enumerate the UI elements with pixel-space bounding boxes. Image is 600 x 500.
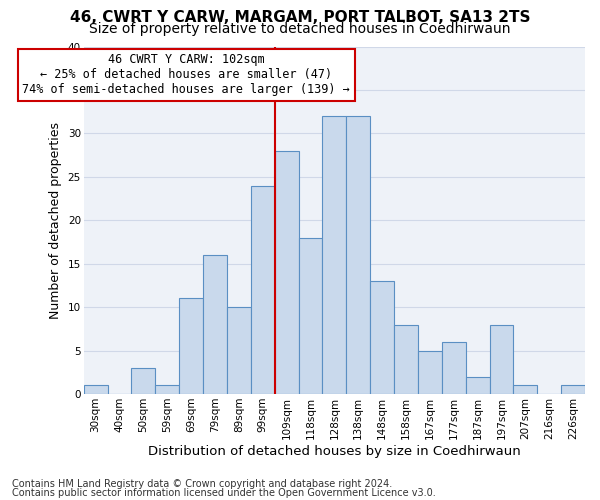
Y-axis label: Number of detached properties: Number of detached properties — [49, 122, 62, 319]
Bar — [131, 368, 155, 394]
Bar — [346, 116, 370, 394]
Text: 46 CWRT Y CARW: 102sqm
← 25% of detached houses are smaller (47)
74% of semi-det: 46 CWRT Y CARW: 102sqm ← 25% of detached… — [22, 54, 350, 96]
Text: Contains public sector information licensed under the Open Government Licence v3: Contains public sector information licen… — [12, 488, 436, 498]
Bar — [251, 186, 275, 394]
Bar — [322, 116, 346, 394]
Bar — [442, 342, 466, 394]
Bar — [561, 386, 585, 394]
Bar — [490, 324, 514, 394]
Bar — [514, 386, 537, 394]
Text: Size of property relative to detached houses in Coedhirwaun: Size of property relative to detached ho… — [89, 22, 511, 36]
Bar — [203, 255, 227, 394]
Bar — [179, 298, 203, 394]
Bar — [370, 281, 394, 394]
Text: Contains HM Land Registry data © Crown copyright and database right 2024.: Contains HM Land Registry data © Crown c… — [12, 479, 392, 489]
Text: 46, CWRT Y CARW, MARGAM, PORT TALBOT, SA13 2TS: 46, CWRT Y CARW, MARGAM, PORT TALBOT, SA… — [70, 10, 530, 25]
Bar — [394, 324, 418, 394]
Bar — [466, 376, 490, 394]
Bar — [275, 151, 299, 394]
Bar — [155, 386, 179, 394]
Bar — [227, 307, 251, 394]
Bar — [418, 350, 442, 394]
Bar — [83, 386, 107, 394]
Bar — [299, 238, 322, 394]
X-axis label: Distribution of detached houses by size in Coedhirwaun: Distribution of detached houses by size … — [148, 444, 521, 458]
